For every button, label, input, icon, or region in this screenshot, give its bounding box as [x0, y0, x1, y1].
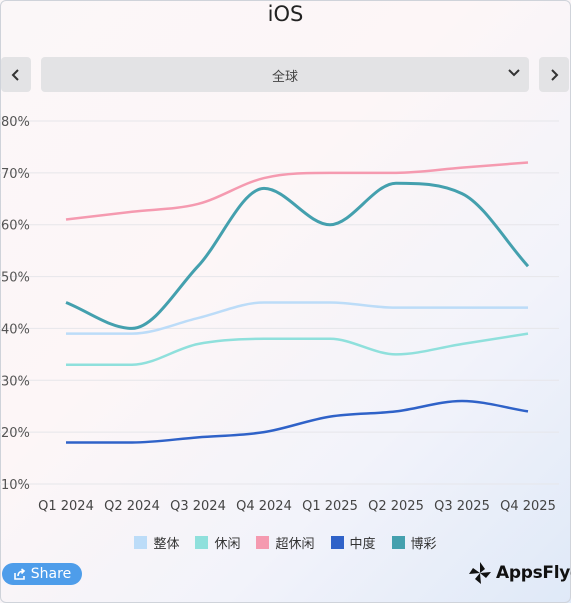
appsflyer-logo-text: AppsFlyer	[496, 563, 571, 583]
legend-label: 超休闲	[275, 537, 315, 552]
x-tick-label: Q1 2025	[302, 499, 358, 514]
x-tick-label: Q3 2025	[434, 499, 490, 514]
legend-item-3[interactable]: 超休闲	[256, 533, 315, 552]
prev-button[interactable]	[1, 57, 31, 92]
legend-label: 博彩	[410, 537, 437, 552]
series-line-4[interactable]	[65, 399, 529, 444]
x-tick-label: Q4 2025	[500, 499, 556, 514]
y-tick-label: 70%	[1, 167, 30, 182]
chart-title: iOS	[267, 2, 304, 26]
y-tick-label: 80%	[1, 115, 30, 130]
share-icon	[13, 567, 25, 580]
legend-swatch	[134, 536, 148, 549]
chevron-down-icon	[508, 69, 520, 77]
legend-label: 整体	[153, 537, 180, 552]
next-button[interactable]	[539, 57, 569, 92]
chevron-right-icon	[551, 68, 559, 81]
y-tick-label: 60%	[1, 219, 30, 234]
line-chart: 10% 20% 30% 40% 50% 60% 70% 80% Q1 2024 Q2 2024 Q…	[0, 115, 559, 514]
x-tick-label: Q4 2024	[236, 499, 292, 514]
legend-item-2[interactable]: 休闲	[195, 533, 240, 552]
x-tick-label: Q2 2025	[368, 499, 424, 514]
legend-swatch	[256, 536, 270, 549]
share-button[interactable]: Share	[2, 563, 82, 585]
chart-legend: 整体 休闲 超休闲 中度 博彩	[0, 533, 571, 552]
legend-swatch	[195, 536, 209, 549]
series-line-5[interactable]	[65, 181, 530, 330]
legend-item-4[interactable]: 中度	[330, 533, 376, 552]
x-tick-label: Q2 2024	[104, 499, 160, 514]
appsflyer-logo: AppsFlyer	[467, 560, 571, 586]
region-select[interactable]: 全球	[41, 57, 529, 92]
share-button-label: Share	[30, 566, 72, 582]
series-line-2[interactable]	[65, 332, 529, 366]
legend-label: 中度	[349, 537, 376, 552]
x-tick-label: Q1 2024	[38, 499, 94, 514]
y-tick-label: 30%	[1, 374, 30, 389]
chevron-left-icon	[11, 68, 19, 81]
y-tick-label: 10%	[1, 478, 30, 493]
y-tick-label: 50%	[1, 271, 30, 286]
legend-label: 休闲	[214, 537, 241, 552]
legend-swatch	[330, 536, 344, 549]
y-tick-label: 40%	[1, 322, 30, 337]
series-line-1[interactable]	[66, 301, 528, 335]
legend-swatch	[391, 536, 405, 549]
legend-item-1[interactable]: 整体	[134, 533, 179, 552]
legend-item-5[interactable]: 博彩	[391, 533, 437, 552]
appsflyer-logo-icon	[469, 562, 491, 584]
x-tick-label: Q3 2024	[170, 499, 226, 514]
series-line-3[interactable]	[65, 161, 529, 221]
y-tick-label: 20%	[1, 426, 30, 441]
region-select-value: 全球	[271, 70, 298, 85]
